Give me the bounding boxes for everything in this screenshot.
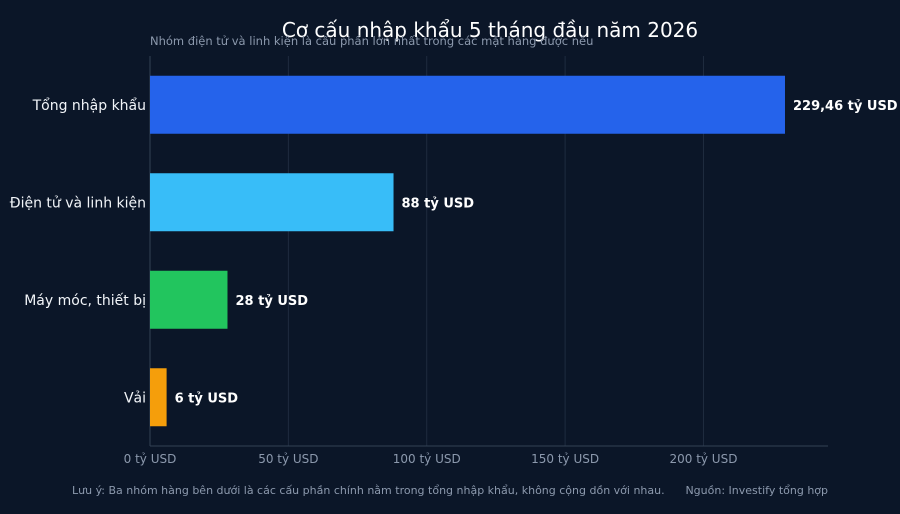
category-label: Tổng nhập khẩu [32,97,146,114]
bar [150,75,785,134]
bar [150,173,394,232]
x-tick-label: 200 tỷ USD [669,452,737,466]
category-label: Máy móc, thiết bị [24,292,146,309]
labels: 0 tỷ USD 50 tỷ USD 100 tỷ USD 150 tỷ USD 200… [10,97,898,466]
footer-source: Nguồn: Investify tổng hợp [685,484,828,497]
value-label: 6 tỷ USD [175,391,239,406]
value-label: 229,46 tỷ USD [793,99,898,114]
category-label: Điện tử và linh kiện [10,195,146,211]
value-label: 88 tỷ USD [402,196,475,211]
value-label: 28 tỷ USD [235,294,308,309]
bars [150,75,785,427]
bar [150,270,228,329]
bar [150,368,167,427]
chart-subtitle: Nhóm điện tử và linh kiện là cấu phần lớ… [150,34,593,48]
x-tick-label: 0 tỷ USD [124,452,177,466]
footer-note: Lưu ý: Ba nhóm hàng bên dưới là các cấu … [72,484,665,497]
x-tick-label: 150 tỷ USD [531,452,599,466]
x-tick-label: 100 tỷ USD [393,452,461,466]
chart-title: Cơ cấu nhập khẩu 5 tháng đầu năm 2026 [282,18,698,42]
category-label: Vải [124,390,146,406]
x-tick-label: 50 tỷ USD [258,452,318,466]
